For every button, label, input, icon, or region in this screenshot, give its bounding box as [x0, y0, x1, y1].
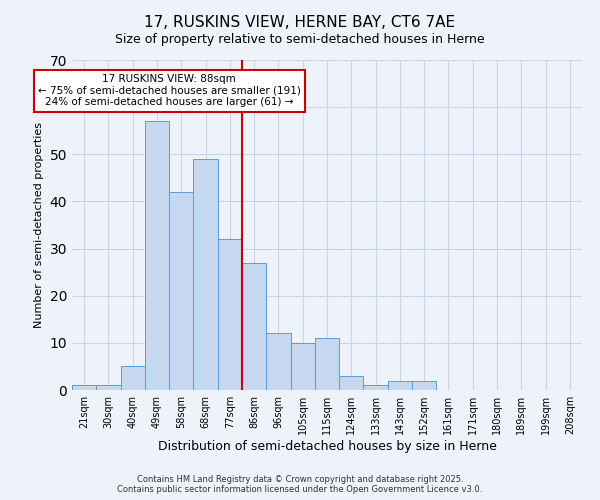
Bar	[242, 262, 266, 390]
Bar	[145, 122, 169, 390]
Bar	[364, 386, 388, 390]
Text: Size of property relative to semi-detached houses in Herne: Size of property relative to semi-detach…	[115, 32, 485, 46]
Bar	[72, 386, 96, 390]
Bar	[96, 386, 121, 390]
Bar	[266, 334, 290, 390]
Bar	[290, 343, 315, 390]
X-axis label: Distribution of semi-detached houses by size in Herne: Distribution of semi-detached houses by …	[158, 440, 496, 453]
Bar	[412, 380, 436, 390]
Text: 17 RUSKINS VIEW: 88sqm
← 75% of semi-detached houses are smaller (191)
24% of se: 17 RUSKINS VIEW: 88sqm ← 75% of semi-det…	[38, 74, 301, 108]
Bar	[193, 159, 218, 390]
Bar	[218, 239, 242, 390]
Y-axis label: Number of semi-detached properties: Number of semi-detached properties	[34, 122, 44, 328]
Bar	[388, 380, 412, 390]
Bar	[339, 376, 364, 390]
Text: Contains HM Land Registry data © Crown copyright and database right 2025.
Contai: Contains HM Land Registry data © Crown c…	[118, 474, 482, 494]
Bar	[121, 366, 145, 390]
Bar	[315, 338, 339, 390]
Bar	[169, 192, 193, 390]
Text: 17, RUSKINS VIEW, HERNE BAY, CT6 7AE: 17, RUSKINS VIEW, HERNE BAY, CT6 7AE	[145, 15, 455, 30]
